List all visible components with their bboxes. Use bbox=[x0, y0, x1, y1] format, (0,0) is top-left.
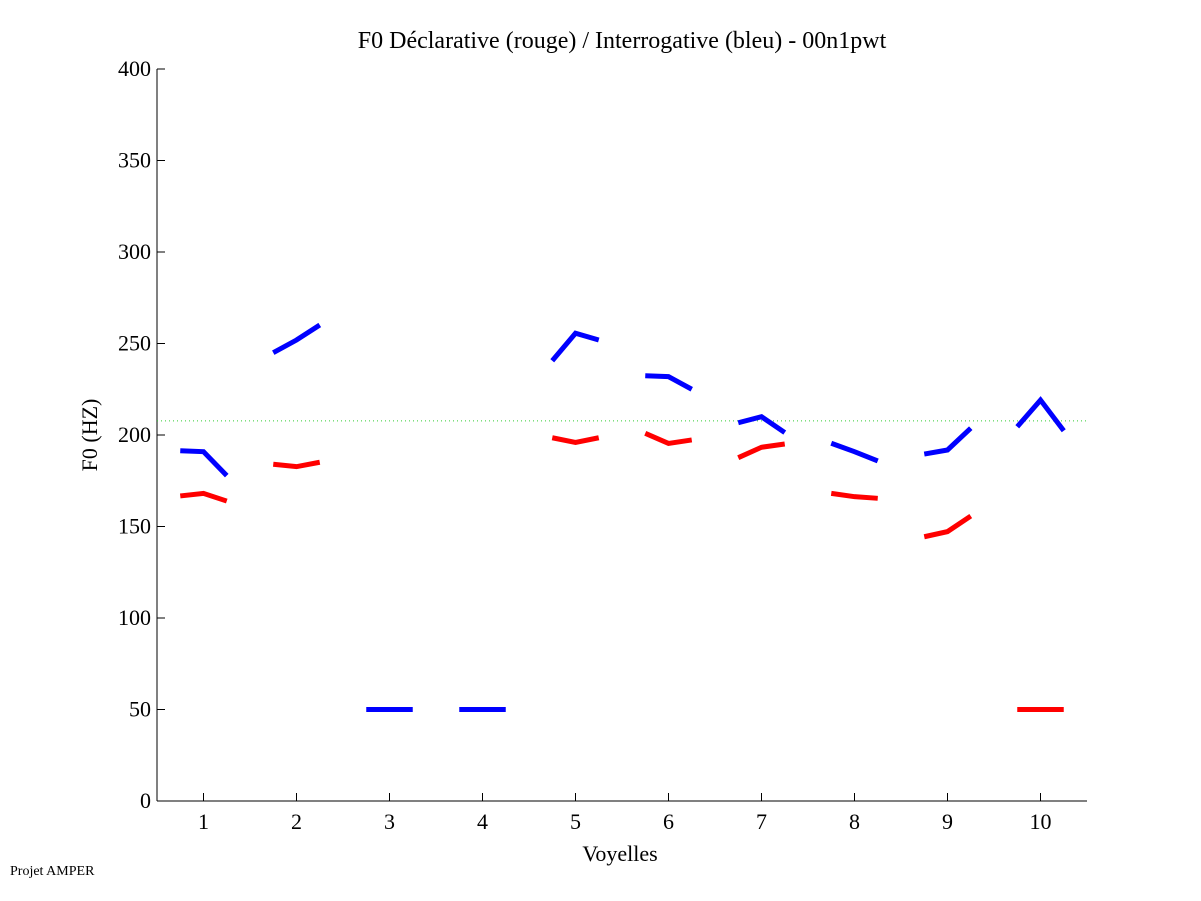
series-segment-v7 bbox=[737, 413, 787, 435]
y-tick-label: 150 bbox=[118, 514, 151, 539]
series-segment-v5 bbox=[551, 435, 600, 446]
series-segment-v2 bbox=[272, 322, 322, 355]
y-tick-label: 250 bbox=[118, 331, 151, 356]
series-segment-v8 bbox=[830, 440, 879, 464]
y-tick-label: 200 bbox=[118, 422, 151, 447]
x-tick-label: 2 bbox=[291, 809, 302, 834]
series-segment-v1 bbox=[180, 448, 229, 478]
y-tick-label: 350 bbox=[118, 148, 151, 173]
x-tick-label: 5 bbox=[570, 809, 581, 834]
series-segment-v2 bbox=[272, 459, 321, 470]
x-tick-label: 6 bbox=[663, 809, 674, 834]
x-tick-label: 10 bbox=[1030, 809, 1052, 834]
chart-title: F0 Déclarative (rouge) / Interrogative (… bbox=[358, 28, 887, 54]
y-axis-label: F0 (HZ) bbox=[77, 399, 102, 472]
x-tick-label: 3 bbox=[384, 809, 395, 834]
series-segment-v8 bbox=[830, 490, 878, 501]
y-tick-label: 300 bbox=[118, 239, 151, 264]
series-segment-v9 bbox=[923, 513, 973, 540]
x-tick-label: 7 bbox=[756, 809, 767, 834]
y-tick-label: 0 bbox=[140, 788, 151, 813]
series-segment-v6 bbox=[644, 431, 693, 446]
y-tick-label: 100 bbox=[118, 605, 151, 630]
series-segment-v5 bbox=[550, 330, 600, 363]
footer-credit: Projet AMPER bbox=[10, 864, 95, 879]
y-tick-label: 400 bbox=[118, 56, 151, 81]
x-tick-label: 8 bbox=[849, 809, 860, 834]
data-marks bbox=[157, 322, 1087, 712]
series-segment-v7 bbox=[737, 441, 786, 460]
x-tick-label: 1 bbox=[198, 809, 209, 834]
series-segment-v9 bbox=[923, 426, 973, 457]
y-tick-label: 50 bbox=[129, 697, 151, 722]
series-segment-v6 bbox=[645, 373, 693, 392]
series-segment-v1 bbox=[179, 490, 228, 504]
x-tick-label: 9 bbox=[942, 809, 953, 834]
x-axis-label: Voyelles bbox=[582, 841, 657, 866]
x-tick-label: 4 bbox=[477, 809, 488, 834]
series-segment-v10 bbox=[1015, 396, 1066, 433]
